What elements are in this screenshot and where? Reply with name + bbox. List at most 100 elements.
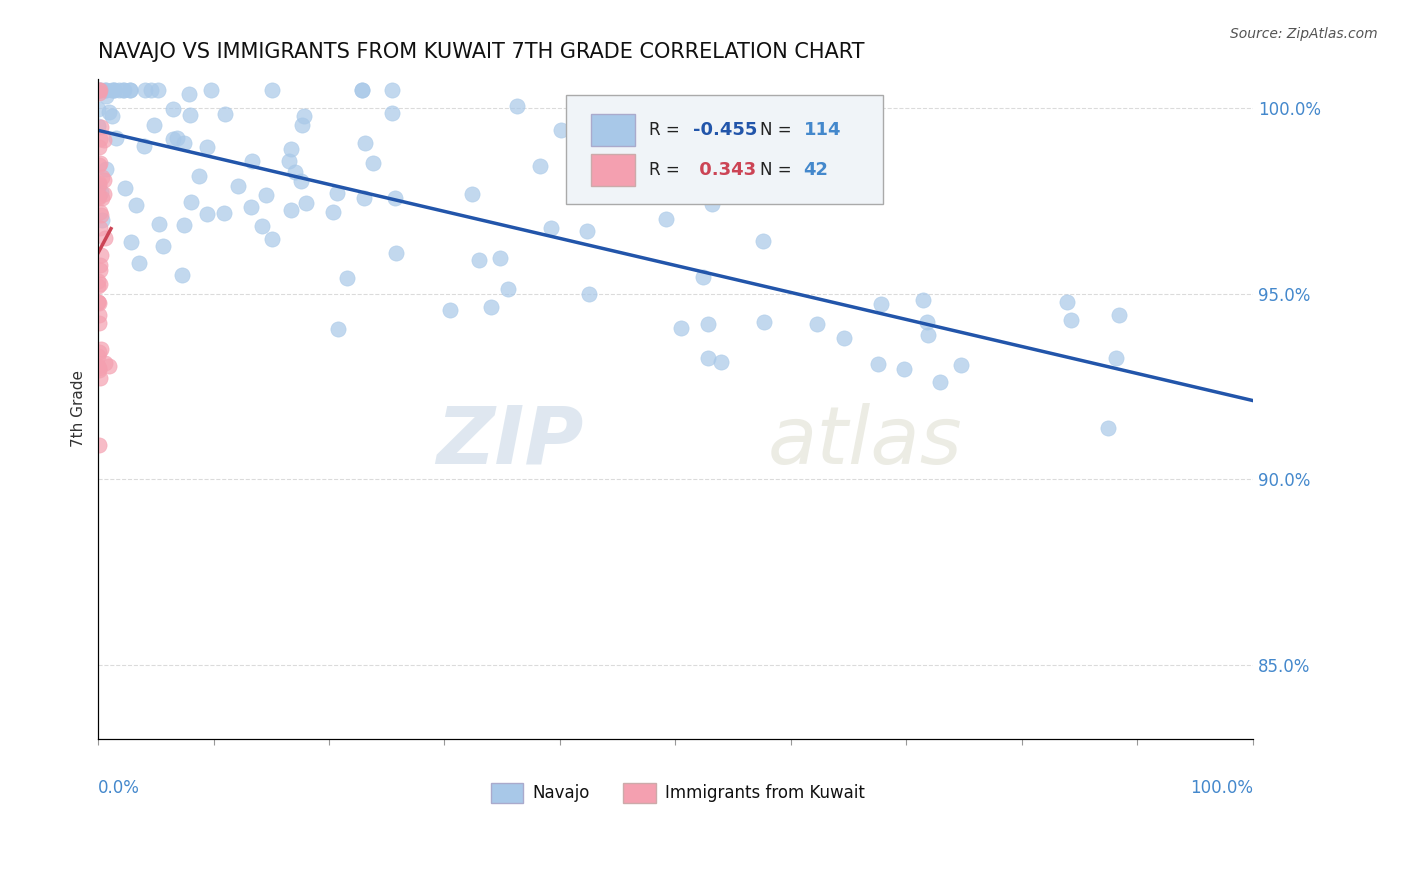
Point — [239, 200, 262, 214]
Point — [254, 187, 277, 202]
Point — [352, 83, 374, 97]
Point — [87, 119, 110, 133]
Text: 0.343: 0.343 — [693, 161, 756, 178]
Point — [87, 188, 110, 202]
Point — [250, 219, 273, 233]
Point — [200, 83, 222, 97]
Point — [96, 161, 118, 176]
Point — [832, 331, 855, 345]
Point — [103, 83, 125, 97]
Point — [295, 195, 318, 210]
Text: NAVAJO VS IMMIGRANTS FROM KUWAIT 7TH GRADE CORRELATION CHART: NAVAJO VS IMMIGRANTS FROM KUWAIT 7TH GRA… — [98, 42, 865, 62]
Point — [90, 83, 112, 97]
Point — [134, 83, 156, 97]
Point — [87, 83, 110, 97]
Point — [94, 89, 117, 103]
FancyBboxPatch shape — [491, 783, 523, 803]
Point — [120, 83, 142, 97]
Point — [1108, 308, 1130, 322]
Point — [93, 133, 115, 147]
Point — [128, 256, 150, 270]
Point — [326, 186, 349, 201]
Point — [950, 359, 973, 373]
Point — [139, 83, 162, 97]
Point — [89, 258, 111, 272]
Point — [107, 83, 129, 97]
Point — [93, 172, 115, 186]
Point — [928, 376, 950, 390]
Point — [277, 153, 299, 168]
Point — [578, 286, 600, 301]
Point — [101, 83, 124, 97]
Point — [336, 271, 359, 285]
Point — [118, 83, 141, 97]
Point — [806, 318, 828, 332]
Point — [125, 198, 148, 212]
Point — [529, 159, 551, 173]
Point — [89, 156, 111, 170]
Point — [87, 279, 110, 293]
Point — [166, 131, 188, 145]
Point — [148, 217, 170, 231]
Point — [90, 170, 112, 185]
Point — [93, 231, 115, 245]
Point — [146, 83, 169, 97]
Point — [94, 83, 117, 97]
Point — [496, 282, 519, 296]
Point — [94, 356, 117, 370]
Point — [609, 135, 631, 149]
FancyBboxPatch shape — [623, 783, 655, 803]
Text: atlas: atlas — [768, 403, 963, 481]
Point — [212, 206, 235, 220]
Point — [692, 269, 714, 284]
Point — [87, 83, 110, 97]
Point — [96, 83, 118, 97]
Point — [143, 118, 166, 132]
Point — [575, 223, 598, 237]
Point — [89, 132, 111, 146]
Text: 114: 114 — [804, 121, 841, 139]
Point — [439, 302, 461, 317]
Point — [173, 218, 195, 232]
FancyBboxPatch shape — [591, 154, 636, 186]
Point — [322, 205, 344, 219]
Point — [90, 342, 112, 356]
Point — [87, 438, 110, 452]
Point — [284, 165, 307, 179]
Point — [87, 295, 110, 310]
Point — [752, 315, 775, 329]
Point — [90, 120, 112, 134]
Point — [187, 169, 209, 183]
Point — [697, 317, 720, 331]
Point — [488, 251, 510, 265]
Text: Navajo: Navajo — [533, 784, 589, 802]
Point — [87, 178, 110, 192]
Point — [104, 130, 127, 145]
Point — [214, 107, 236, 121]
Text: 42: 42 — [804, 161, 828, 178]
FancyBboxPatch shape — [591, 114, 636, 146]
Point — [1060, 313, 1083, 327]
Point — [152, 239, 174, 253]
Point — [893, 361, 915, 376]
Point — [540, 220, 562, 235]
Point — [917, 327, 939, 342]
Point — [385, 246, 408, 260]
Point — [195, 140, 218, 154]
Point — [353, 191, 375, 205]
Point — [90, 248, 112, 262]
Point — [101, 109, 124, 123]
Point — [87, 361, 110, 376]
Text: ZIP: ZIP — [436, 403, 583, 481]
Point — [703, 132, 725, 146]
Point — [170, 268, 193, 282]
Point — [90, 208, 112, 222]
Point — [87, 274, 110, 288]
Text: R =: R = — [650, 161, 685, 178]
Point — [697, 351, 720, 365]
Point — [468, 252, 491, 267]
Point — [89, 263, 111, 277]
Point — [262, 83, 284, 97]
Text: Source: ZipAtlas.com: Source: ZipAtlas.com — [1230, 27, 1378, 41]
Text: Immigrants from Kuwait: Immigrants from Kuwait — [665, 784, 865, 802]
